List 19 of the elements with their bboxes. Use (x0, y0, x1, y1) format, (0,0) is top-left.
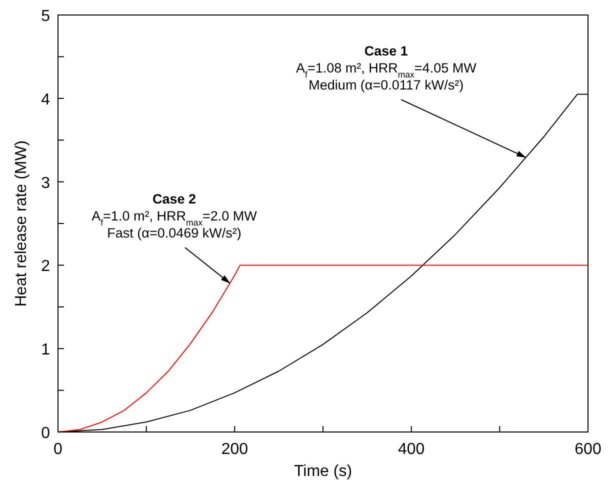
annotation: Medium (α=0.0117 kW/s²) (308, 78, 464, 93)
annotation: Fast (α=0.0469 kW/s²) (107, 226, 242, 241)
line-series (58, 264, 588, 432)
y-tick-label: 0 (41, 425, 50, 442)
y-tick-label: 2 (41, 258, 50, 276)
y-tick-label: 3 (41, 174, 50, 192)
annotation: Case 2 (152, 192, 196, 207)
y-tick-label: 4 (41, 91, 50, 108)
annotation: Case 1 (364, 44, 408, 59)
y-tick-label: 1 (41, 342, 50, 359)
x-axis-title: Time (s) (294, 463, 352, 480)
x-tick-label: 600 (574, 441, 602, 458)
y-tick-label: 5 (41, 8, 50, 25)
y-axis-title: Heat release rate (MW) (13, 140, 30, 307)
x-tick-label: 400 (398, 441, 425, 458)
annotation: A$_{f}$=1.08 m², HRR$_{max}$=4.05 MW (296, 60, 477, 80)
x-tick-label: 200 (221, 441, 248, 458)
annotation: A$_{f}$=1.0 m², HRR$_{max}$=2.0 MW (92, 208, 258, 228)
x-tick-label: 0 (54, 441, 63, 458)
